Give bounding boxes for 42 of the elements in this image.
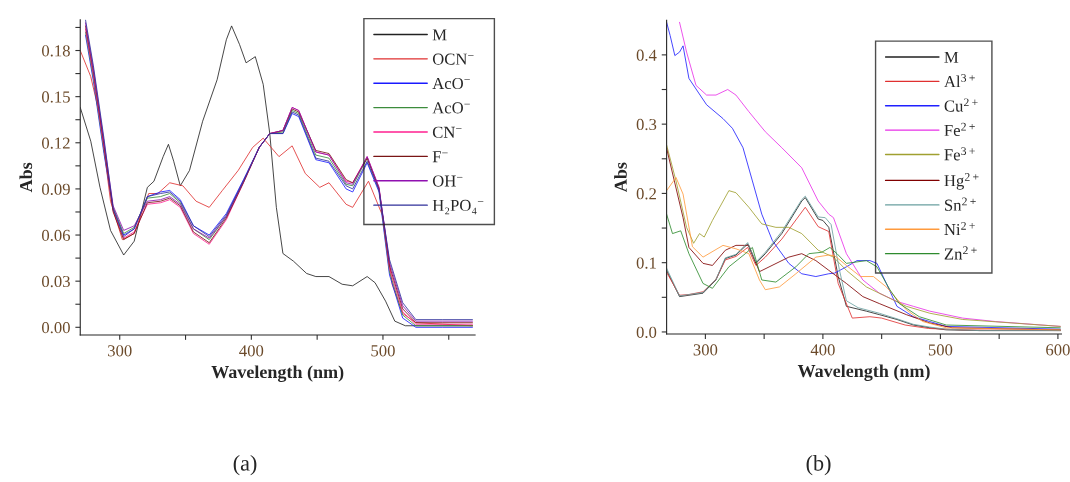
legend-label: Al$^{3+}$ (944, 74, 975, 88)
y-axis-title: Abs (614, 162, 627, 193)
x-tick-label: 600 (1046, 344, 1070, 356)
legend-label: Zn$^{2+}$ (944, 246, 977, 260)
legend-label: Hg$^{2+}$ (944, 173, 979, 190)
legend-label: Sn$^{2+}$ (945, 197, 976, 211)
x-tick-label: 300 (108, 345, 132, 357)
legend-label: OCN$^{−}$ (432, 53, 474, 65)
legend-label: CN$^{−}$ (432, 126, 462, 138)
y-tick-label: 0.0 (636, 326, 657, 338)
legend-label: OH$^{−}$ (432, 175, 463, 187)
x-axis-title: Wavelength (nm) (797, 364, 930, 381)
y-tick-label: 0.18 (42, 45, 70, 57)
legend-label: Fe$^{2+}$ (944, 122, 975, 137)
y-tick-label: 0.15 (42, 91, 70, 103)
legend-label: M (944, 51, 959, 63)
legend-label: F$^{−}$ (432, 151, 448, 163)
x-axis-title: Wavelength (nm) (211, 365, 344, 382)
legend-label: AcO$^{−}$ (432, 77, 470, 90)
legend-label: H₂PO₄$^{−}$ (432, 199, 484, 215)
y-tick-label: 0.12 (42, 137, 70, 149)
x-tick-label: 300 (693, 344, 718, 356)
legend-label: M (432, 29, 447, 41)
text: (a) (233, 455, 257, 476)
y-tick-label: 0.09 (42, 183, 70, 195)
x-tick-label: 500 (928, 344, 953, 356)
y-tick-label: 0.06 (42, 229, 71, 242)
y-tick-label: 0.3 (636, 118, 657, 131)
x-tick-label: 400 (810, 344, 835, 356)
legend-label: Cu$^{2+}$ (944, 98, 978, 112)
y-tick-label: 0.2 (636, 188, 656, 200)
y-axis-title: Abs (19, 162, 33, 193)
x-tick-label: 400 (239, 345, 264, 357)
legend-label: AcO$^{−}$ (432, 102, 470, 114)
legend-label: Ni$^{2+}$ (944, 221, 975, 236)
y-tick-label: 0.00 (42, 322, 70, 334)
x-tick-label: 500 (371, 345, 395, 357)
y-tick-label: 0.1 (636, 257, 656, 269)
legend-label: Fe$^{3+}$ (944, 147, 975, 161)
text: (b) (806, 455, 831, 476)
y-tick-label: 0.4 (636, 49, 657, 61)
y-tick-label: 0.03 (42, 275, 70, 288)
